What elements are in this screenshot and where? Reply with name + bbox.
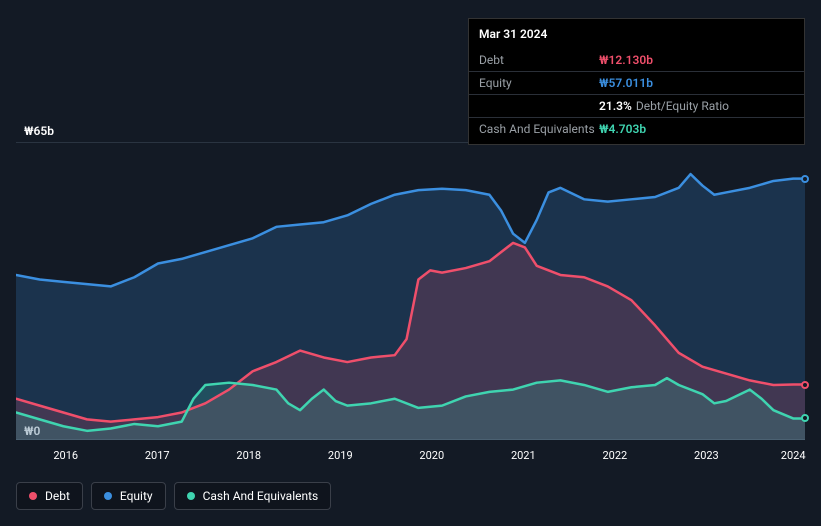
chart-area[interactable] xyxy=(16,142,805,440)
legend-label: Debt xyxy=(45,489,70,503)
legend-dot xyxy=(29,492,37,500)
tooltip-value: 21.3% xyxy=(599,99,632,113)
tooltip-label: Debt xyxy=(479,53,599,67)
tooltip-row: Cash And Equivalents₩4.703b xyxy=(469,117,804,144)
legend-label: Cash And Equivalents xyxy=(203,489,319,503)
legend-item[interactable]: Cash And Equivalents xyxy=(174,482,332,510)
tooltip-panel: Mar 31 2024 Debt₩12.130bEquity₩57.011b21… xyxy=(468,18,805,145)
x-tick-label: 2020 xyxy=(419,449,444,462)
legend-item[interactable]: Equity xyxy=(91,482,166,510)
legend-label: Equity xyxy=(120,489,153,503)
series-marker xyxy=(801,175,809,183)
tooltip-row: 21.3% Debt/Equity Ratio xyxy=(469,94,804,117)
tooltip-value: ₩57.011b xyxy=(599,76,653,90)
legend-item[interactable]: Debt xyxy=(16,482,83,510)
legend-dot xyxy=(187,492,195,500)
legend-dot xyxy=(104,492,112,500)
x-tick-label: 2022 xyxy=(602,449,627,462)
x-tick-label: 2021 xyxy=(511,449,536,462)
x-axis: 2016 2017 2018 2019 2020 2021 2022 2023 2024 xyxy=(16,449,805,465)
tooltip-value: ₩12.130b xyxy=(599,53,653,67)
y-axis-max-label: ₩65b xyxy=(24,124,54,138)
tooltip-value: ₩4.703b xyxy=(599,122,646,136)
legend: Debt Equity Cash And Equivalents xyxy=(16,482,331,510)
tooltip-row: Equity₩57.011b xyxy=(469,71,804,94)
tooltip-label xyxy=(479,99,599,113)
x-tick-label: 2017 xyxy=(145,449,170,462)
tooltip-date-row: Mar 31 2024 xyxy=(469,19,804,45)
series-marker xyxy=(801,381,809,389)
x-tick-label: 2024 xyxy=(781,449,806,462)
x-tick-label: 2019 xyxy=(328,449,353,462)
tooltip-date: Mar 31 2024 xyxy=(479,27,547,41)
series-marker xyxy=(801,414,809,422)
tooltip-label: Cash And Equivalents xyxy=(479,122,599,136)
x-tick-label: 2023 xyxy=(694,449,719,462)
tooltip-label: Equity xyxy=(479,76,599,90)
x-tick-label: 2016 xyxy=(53,449,78,462)
tooltip-suffix: Debt/Equity Ratio xyxy=(636,99,729,113)
tooltip-row: Debt₩12.130b xyxy=(469,45,804,71)
chart-svg xyxy=(16,142,805,440)
x-tick-label: 2018 xyxy=(236,449,261,462)
